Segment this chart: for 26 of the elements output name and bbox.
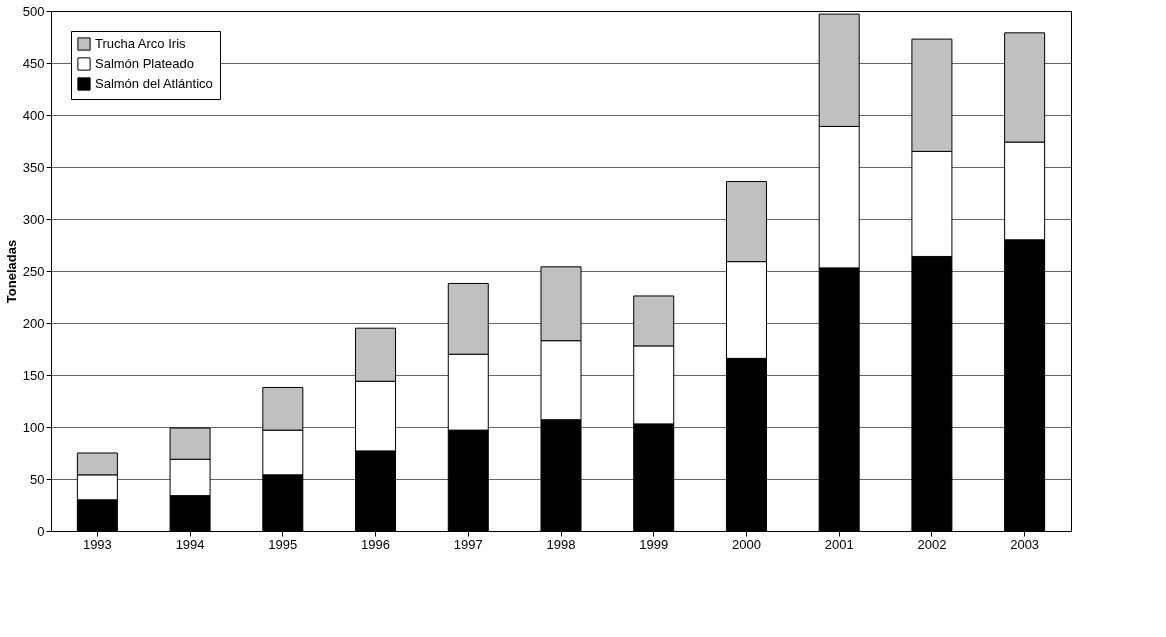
legend-label: Trucha Arco Iris (95, 36, 187, 51)
y-tick-label: 450 (22, 55, 45, 71)
y-tick-label: 100 (22, 419, 45, 435)
y-tick-label: 0 (37, 523, 45, 539)
y-tick-label: 500 (22, 3, 45, 19)
x-tick-label: 2003 (1010, 536, 1040, 552)
x-tick-label: 1996 (361, 536, 391, 552)
y-axis-title: Toneladas (3, 239, 19, 304)
y-tick-label: 300 (22, 211, 45, 227)
y-tick-label: 350 (22, 159, 45, 175)
x-tick-label: 2002 (917, 536, 947, 552)
x-tick-label: 1994 (175, 536, 205, 552)
y-tick-label: 250 (22, 263, 45, 279)
x-tick-label: 2000 (731, 536, 761, 552)
legend-label: Salmón del Atlántico (95, 76, 213, 91)
legend-label: Salmón Plateado (95, 56, 195, 71)
y-tick-label: 150 (22, 367, 45, 383)
x-tick-label: 1998 (546, 536, 576, 552)
x-tick-label: 1997 (453, 536, 483, 552)
y-tick-label: 50 (30, 471, 45, 487)
x-tick-label: 1995 (268, 536, 298, 552)
y-tick-label: 400 (22, 107, 45, 123)
x-tick-label: 1993 (82, 536, 112, 552)
y-tick-label: 200 (22, 315, 45, 331)
x-tick-label: 1999 (639, 536, 669, 552)
x-tick-label: 2001 (824, 536, 854, 552)
